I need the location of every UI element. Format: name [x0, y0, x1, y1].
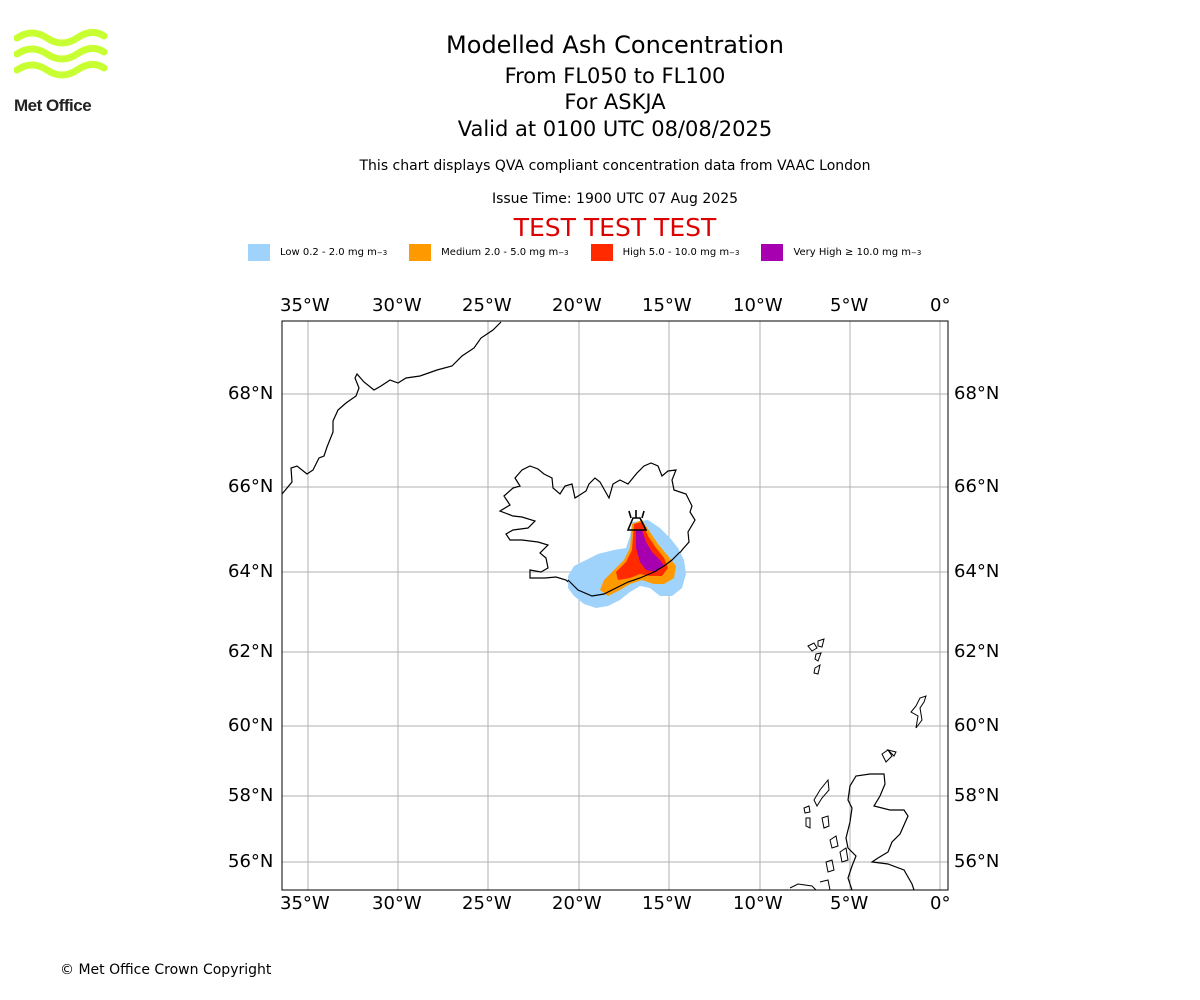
issue-time: Issue Time: 1900 UTC 07 Aug 2025: [491, 191, 739, 207]
lon-tick-bottom-15w: 15°W: [642, 893, 692, 914]
lat-tick-right-58n: 58°N: [954, 785, 1000, 806]
lat-tick-right-68n: 68°N: [954, 383, 1000, 404]
legend-label-very-high: Very High ≥ 10.0 mg m: [793, 247, 912, 258]
lon-tick-bottom-0: 0°: [930, 893, 951, 914]
lon-tick-top-15w: 15°W: [642, 295, 692, 316]
test-banner: TEST TEST TEST: [513, 213, 717, 242]
lon-tick-top-10w: 10°W: [733, 295, 783, 316]
legend: Low 0.2 - 2.0 mg m −3 Medium 2.0 - 5.0 mg…: [248, 244, 943, 261]
lat-tick-left-68n: 68°N: [228, 383, 274, 404]
lat-tick-left-56n: 56°N: [228, 851, 274, 872]
legend-swatch-medium: [409, 244, 432, 261]
legend-item-very-high: Very High ≥ 10.0 mg m −3: [761, 244, 921, 261]
lat-tick-right-62n: 62°N: [954, 641, 1000, 662]
map-frame: [281, 320, 949, 891]
lon-tick-bottom-30w: 30°W: [372, 893, 422, 914]
valid-time: Valid at 0100 UTC 08/08/2025: [457, 117, 773, 141]
legend-swatch-very-high: [761, 244, 784, 261]
lat-tick-left-66n: 66°N: [228, 476, 274, 497]
legend-item-medium: Medium 2.0 - 5.0 mg m −3: [409, 244, 569, 261]
lat-tick-right-64n: 64°N: [954, 561, 1000, 582]
flight-levels: From FL050 to FL100: [504, 64, 726, 88]
greenland-coastline: [282, 321, 502, 495]
lat-tick-left-60n: 60°N: [228, 715, 274, 736]
legend-sup-high: −3: [729, 248, 740, 257]
scotland-coastline: [845, 773, 915, 890]
gridlines: [282, 321, 948, 890]
legend-sup-very-high: −3: [911, 248, 922, 257]
lon-tick-top-30w: 30°W: [372, 295, 422, 316]
lon-tick-top-0: 0°: [930, 295, 951, 316]
lon-tick-top-20w: 20°W: [552, 295, 602, 316]
lat-tick-left-64n: 64°N: [228, 561, 274, 582]
met-office-logo: Met Office: [13, 28, 110, 115]
map-background: [282, 321, 948, 890]
lon-tick-top-5w: 5°W: [830, 295, 869, 316]
lat-tick-right-56n: 56°N: [954, 851, 1000, 872]
legend-item-high: High 5.0 - 10.0 mg m −3: [590, 244, 740, 261]
chart-title: Modelled Ash Concentration: [446, 31, 784, 59]
volcano-name: For ASKJA: [564, 90, 666, 114]
legend-label-low: Low 0.2 - 2.0 mg m: [280, 247, 377, 258]
lon-tick-bottom-5w: 5°W: [830, 893, 869, 914]
legend-sup-medium: −3: [558, 248, 569, 257]
legend-swatch-low: [248, 244, 270, 261]
legend-swatch-high: [590, 244, 613, 261]
lon-tick-bottom-35w: 35°W: [280, 893, 330, 914]
met-office-logo-waves: [13, 29, 108, 79]
met-office-logo-text: Met Office: [14, 96, 92, 115]
lon-tick-bottom-25w: 25°W: [462, 893, 512, 914]
copyright-notice: © Met Office Crown Copyright: [60, 962, 272, 978]
legend-sup-low: −3: [376, 248, 388, 257]
faroe-islands: [807, 638, 825, 675]
chart-subtitle: This chart displays QVA compliant concen…: [359, 158, 871, 174]
ash-zone-very-high: [636, 530, 664, 572]
legend-label-medium: Medium 2.0 - 5.0 mg m: [441, 247, 559, 258]
iceland-south-coast: [567, 551, 681, 597]
shetland-coastline: [910, 695, 927, 729]
lon-tick-top-35w: 35°W: [280, 295, 330, 316]
lat-tick-left-62n: 62°N: [228, 641, 274, 662]
lon-tick-bottom-20w: 20°W: [552, 893, 602, 914]
lat-tick-right-66n: 66°N: [954, 476, 1000, 497]
lat-tick-right-60n: 60°N: [954, 715, 1000, 736]
legend-item-low: Low 0.2 - 2.0 mg m −3: [248, 244, 387, 261]
lon-tick-top-25w: 25°W: [462, 295, 512, 316]
volcano-icon: [626, 510, 648, 531]
legend-label-high: High 5.0 - 10.0 mg m: [622, 247, 730, 258]
lon-tick-bottom-10w: 10°W: [733, 893, 783, 914]
lat-tick-left-58n: 58°N: [228, 785, 274, 806]
hebrides-islands: [789, 749, 897, 890]
